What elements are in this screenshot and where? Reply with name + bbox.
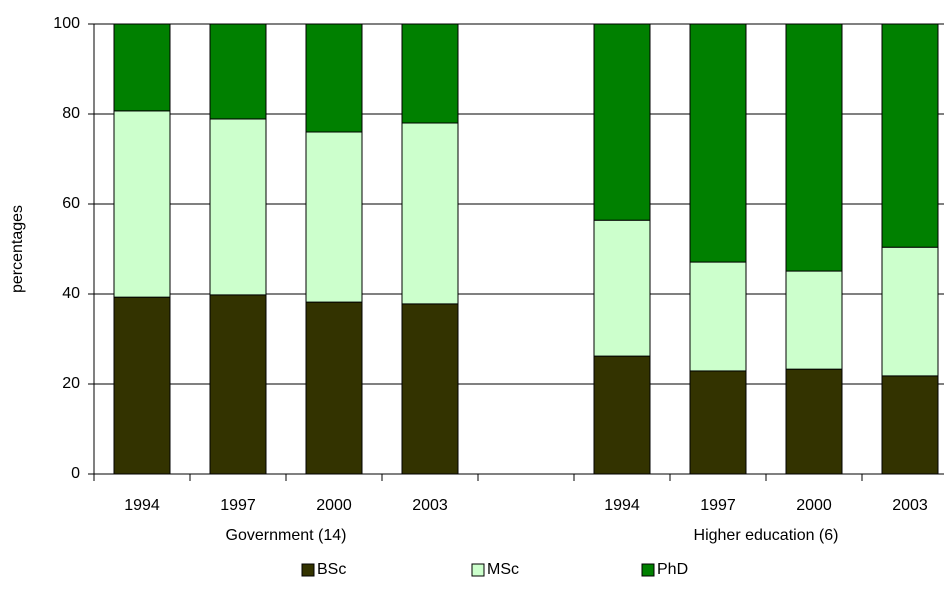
y-tick-label: 20 [62, 375, 80, 392]
bar-segment [113, 23, 171, 112]
bar-segment [593, 219, 651, 357]
bar-segment [689, 23, 747, 263]
x-tick-label: 1997 [220, 497, 256, 514]
legend-swatch [471, 563, 485, 577]
x-tick-label: 2000 [796, 497, 832, 514]
y-tick-label: 60 [62, 195, 80, 212]
bar-segment [305, 131, 363, 303]
group-label: Government (14) [226, 527, 347, 544]
bar-segment [881, 23, 939, 248]
y-tick-label: 0 [71, 465, 80, 482]
x-tick-label: 2003 [892, 497, 928, 514]
bar-segment [209, 118, 267, 296]
bar-segment [785, 270, 843, 370]
bar-segment [305, 301, 363, 475]
y-axis-title: percentages [9, 205, 26, 293]
legend-swatch [641, 563, 655, 577]
y-tick-label: 100 [53, 15, 80, 32]
bar-segment [689, 370, 747, 475]
bar-segment [785, 23, 843, 272]
x-tick-label: 1994 [604, 497, 640, 514]
legend-swatch [301, 563, 315, 577]
bar-segment [113, 110, 171, 298]
bar-segment [209, 294, 267, 475]
x-tick-label: 2003 [412, 497, 448, 514]
x-tick-label: 1994 [124, 497, 160, 514]
bar-segment [689, 261, 747, 372]
y-tick-label: 80 [62, 105, 80, 122]
legend-label: PhD [657, 561, 688, 578]
bar-segment [401, 303, 459, 475]
x-tick-label: 1997 [700, 497, 736, 514]
legend-label: BSc [317, 561, 346, 578]
bar-segment [113, 296, 171, 475]
bar-segment [593, 355, 651, 475]
x-tick-label: 2000 [316, 497, 352, 514]
bar-segment [305, 23, 363, 133]
bar-segment [401, 122, 459, 305]
bar-segment [881, 375, 939, 475]
bar-segment [209, 23, 267, 120]
bar-segment [881, 246, 939, 377]
y-tick-label: 40 [62, 285, 80, 302]
bar-segment [785, 368, 843, 475]
bar-segment [593, 23, 651, 221]
bar-segment [401, 23, 459, 124]
group-label: Higher education (6) [694, 527, 839, 544]
legend-label: MSc [487, 561, 519, 578]
